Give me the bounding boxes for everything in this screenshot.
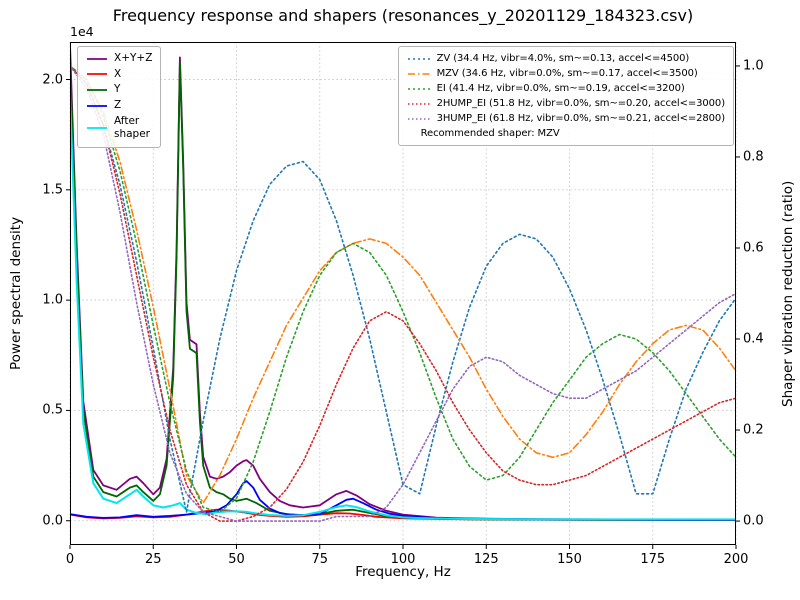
x-tick-label: 25 bbox=[144, 552, 162, 567]
legend-label: ZV (34.4 Hz, vibr=4.0%, sm~=0.13, accel<… bbox=[436, 53, 690, 64]
legend-label: 3HUMP_EI (61.8 Hz, vibr=0.0%, sm~=0.21, … bbox=[436, 113, 725, 124]
legend-shapers: ZV (34.4 Hz, vibr=4.0%, sm~=0.13, accel<… bbox=[397, 46, 734, 146]
x-tick-label: 175 bbox=[640, 552, 666, 567]
legend-label: EI (41.4 Hz, vibr=0.0%, sm~=0.19, accel<… bbox=[436, 83, 685, 94]
legend-recommended-shaper: Recommended shaper: MZV bbox=[421, 127, 725, 140]
y-axis-label-left: Power spectral density bbox=[8, 216, 24, 371]
x-axis-label: Frequency, Hz bbox=[355, 564, 451, 580]
y-left-tick-label: 0.0 bbox=[42, 513, 63, 529]
line-swatch bbox=[407, 102, 430, 105]
line-swatch bbox=[87, 104, 107, 107]
legend-label: After shaper bbox=[114, 114, 151, 141]
y-right-tick-label: 1.0 bbox=[743, 58, 764, 74]
legend-item-xyz: X+Y+Z bbox=[86, 52, 152, 66]
y-axis-offset-label: 1e4 bbox=[70, 24, 94, 39]
y-right-tick-label: 0.4 bbox=[743, 331, 764, 347]
y-left-tick-label: 1.5 bbox=[42, 182, 63, 198]
legend-label: MZV (34.6 Hz, vibr=0.0%, sm~=0.17, accel… bbox=[436, 68, 698, 79]
x-tick-label: 150 bbox=[557, 552, 582, 567]
legend-label: X+Y+Z bbox=[114, 52, 153, 64]
y-right-tick-label: 0.8 bbox=[743, 149, 764, 165]
series-2HUMP_EI bbox=[70, 65, 736, 522]
legend-label: Y bbox=[114, 83, 121, 96]
series-3HUMP_EI bbox=[70, 65, 736, 522]
legend-item-after-shaper: After shaper bbox=[86, 115, 152, 142]
line-swatch bbox=[407, 57, 430, 60]
legend-item-ei: EI (41.4 Hz, vibr=0.0%, sm~=0.19, accel<… bbox=[407, 82, 725, 95]
line-swatch bbox=[407, 87, 430, 90]
legend-note-label: Recommended shaper: MZV bbox=[420, 128, 560, 139]
legend-psd: X+Y+Z X Y Z After shaper bbox=[77, 46, 162, 148]
line-swatch bbox=[87, 89, 107, 91]
y-right-tick-label: 0.6 bbox=[743, 240, 764, 256]
line-swatch bbox=[407, 117, 430, 120]
y-left-tick-label: 1.0 bbox=[42, 292, 63, 308]
legend-label: 2HUMP_EI (51.8 Hz, vibr=0.0%, sm~=0.20, … bbox=[436, 98, 725, 109]
x-tick-label: 0 bbox=[65, 552, 75, 567]
x-tick-label: 50 bbox=[228, 552, 245, 567]
line-swatch bbox=[407, 72, 430, 75]
y-left-tick-label: 2.0 bbox=[42, 72, 63, 87]
line-swatch bbox=[87, 127, 107, 130]
y-left-tick-label: 0.5 bbox=[42, 402, 63, 418]
x-tick-label: 200 bbox=[723, 552, 749, 567]
legend-item-z: Z bbox=[86, 99, 152, 113]
y-right-tick-label: 0.0 bbox=[743, 513, 764, 529]
legend-label: Z bbox=[114, 98, 122, 111]
legend-item-2hump-ei: 2HUMP_EI (51.8 Hz, vibr=0.0%, sm~=0.20, … bbox=[407, 97, 725, 110]
series-X+Y+Z bbox=[70, 43, 736, 521]
chart-title: Frequency response and shapers (resonanc… bbox=[112, 6, 694, 25]
x-tick-label: 125 bbox=[473, 552, 499, 567]
line-swatch bbox=[87, 73, 107, 76]
line-swatch bbox=[87, 57, 107, 60]
x-tick-label: 75 bbox=[311, 552, 329, 567]
series-ZV bbox=[70, 65, 736, 513]
legend-item-zv: ZV (34.4 Hz, vibr=4.0%, sm~=0.13, accel<… bbox=[407, 52, 725, 65]
legend-item-y: Y bbox=[86, 83, 152, 97]
series-EI bbox=[70, 65, 736, 513]
y-axis-label-right: Shaper vibration reduction (ratio) bbox=[780, 180, 796, 407]
series-After-shaper bbox=[70, 93, 736, 521]
legend-item-3hump-ei: 3HUMP_EI (61.8 Hz, vibr=0.0%, sm~=0.21, … bbox=[407, 112, 725, 125]
legend-item-x: X bbox=[86, 68, 152, 82]
legend-item-mzv: MZV (34.6 Hz, vibr=0.0%, sm~=0.17, accel… bbox=[407, 67, 725, 80]
series-Z bbox=[70, 480, 736, 521]
y-right-tick-label: 0.2 bbox=[743, 422, 764, 438]
legend-label: X bbox=[114, 67, 122, 80]
x-tick-label: 100 bbox=[390, 552, 416, 567]
plot-border bbox=[70, 42, 736, 545]
